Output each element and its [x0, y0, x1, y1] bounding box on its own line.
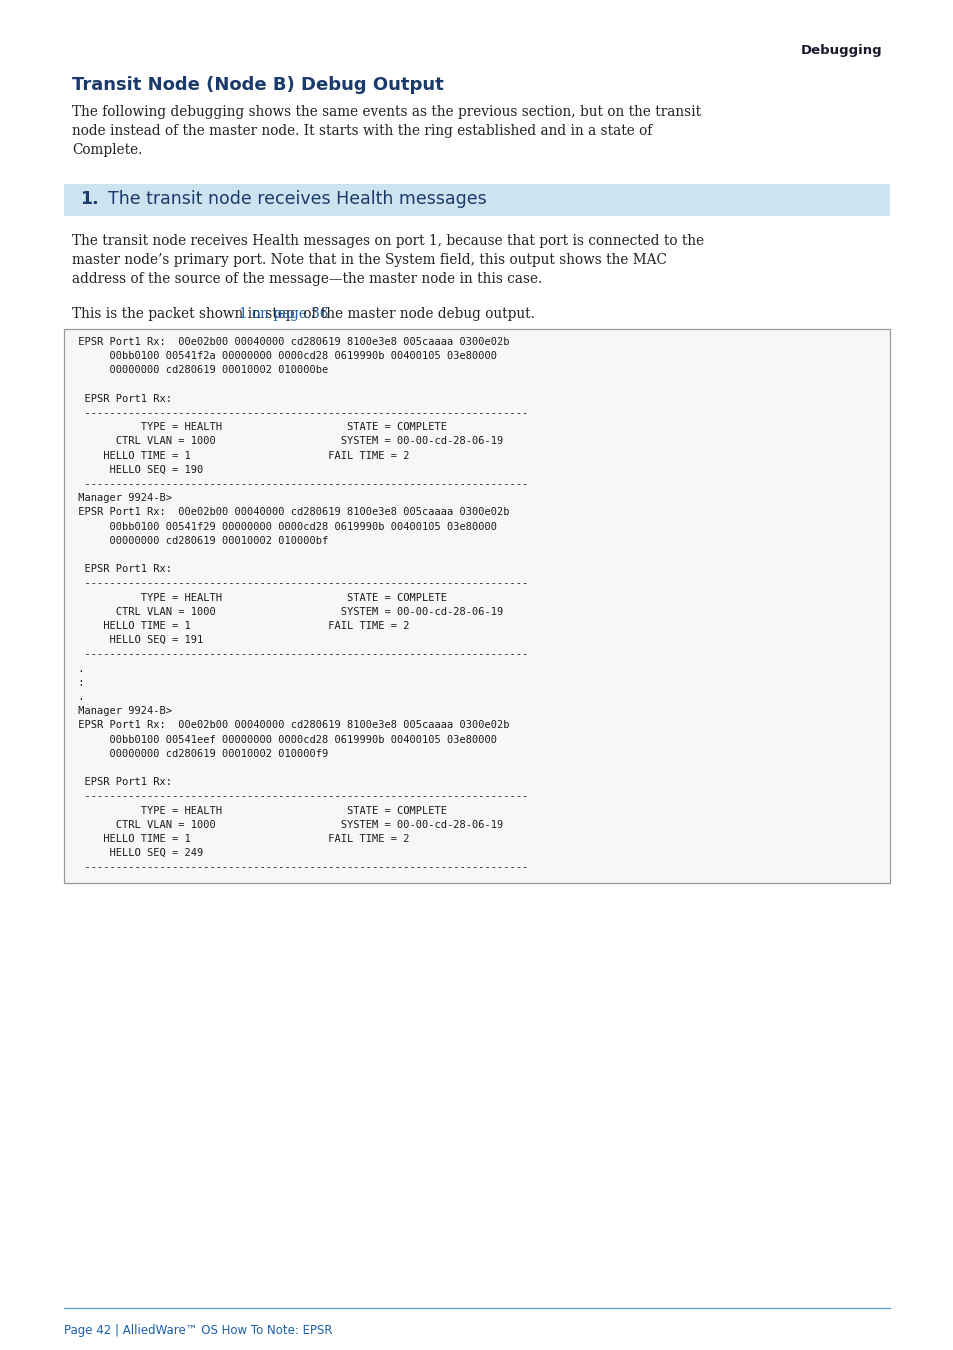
Text: -----------------------------------------------------------------------: ----------------------------------------… [71, 649, 528, 659]
Text: TYPE = HEALTH                    STATE = COMPLETE: TYPE = HEALTH STATE = COMPLETE [71, 593, 447, 602]
Text: Transit Node (Node B) Debug Output: Transit Node (Node B) Debug Output [71, 76, 443, 95]
Text: EPSR Port1 Rx:  00e02b00 00040000 cd280619 8100e3e8 005caaaa 0300e02b: EPSR Port1 Rx: 00e02b00 00040000 cd28061… [71, 508, 509, 517]
Text: HELLO TIME = 1                      FAIL TIME = 2: HELLO TIME = 1 FAIL TIME = 2 [71, 451, 409, 460]
Text: EPSR Port1 Rx:  00e02b00 00040000 cd280619 8100e3e8 005caaaa 0300e02b: EPSR Port1 Rx: 00e02b00 00040000 cd28061… [71, 338, 509, 347]
Text: HELLO SEQ = 191: HELLO SEQ = 191 [71, 636, 203, 645]
Text: 00000000 cd280619 00010002 010000f9: 00000000 cd280619 00010002 010000f9 [71, 749, 328, 759]
Text: master node’s primary port. Note that in the System field, this output shows the: master node’s primary port. Note that in… [71, 252, 666, 267]
Text: HELLO TIME = 1                      FAIL TIME = 2: HELLO TIME = 1 FAIL TIME = 2 [71, 834, 409, 844]
Text: -----------------------------------------------------------------------: ----------------------------------------… [71, 863, 528, 872]
Text: The following debugging shows the same events as the previous section, but on th: The following debugging shows the same e… [71, 105, 700, 119]
Text: The transit node receives Health messages on port 1, because that port is connec: The transit node receives Health message… [71, 234, 703, 248]
Text: 00bb0100 00541eef 00000000 0000cd28 0619990b 00400105 03e80000: 00bb0100 00541eef 00000000 0000cd28 0619… [71, 734, 497, 745]
Text: Debugging: Debugging [800, 45, 882, 57]
Text: CTRL VLAN = 1000                    SYSTEM = 00-00-cd-28-06-19: CTRL VLAN = 1000 SYSTEM = 00-00-cd-28-06… [71, 819, 503, 830]
Text: 1 on page 36: 1 on page 36 [238, 306, 328, 321]
Text: EPSR Port1 Rx:: EPSR Port1 Rx: [71, 564, 172, 574]
Text: :: : [71, 678, 85, 687]
Text: Complete.: Complete. [71, 143, 142, 157]
Text: -----------------------------------------------------------------------: ----------------------------------------… [71, 578, 528, 589]
Text: HELLO SEQ = 190: HELLO SEQ = 190 [71, 464, 203, 475]
Text: -----------------------------------------------------------------------: ----------------------------------------… [71, 479, 528, 489]
FancyBboxPatch shape [64, 184, 889, 216]
Text: EPSR Port1 Rx:: EPSR Port1 Rx: [71, 394, 172, 404]
Text: TYPE = HEALTH                    STATE = COMPLETE: TYPE = HEALTH STATE = COMPLETE [71, 423, 447, 432]
Text: This is the packet shown in step: This is the packet shown in step [71, 306, 298, 321]
Text: The transit node receives Health messages: The transit node receives Health message… [108, 190, 486, 208]
Text: 1.: 1. [80, 190, 98, 208]
Text: CTRL VLAN = 1000                    SYSTEM = 00-00-cd-28-06-19: CTRL VLAN = 1000 SYSTEM = 00-00-cd-28-06… [71, 436, 503, 447]
Text: Manager 9924-B>: Manager 9924-B> [71, 706, 172, 717]
Text: TYPE = HEALTH                    STATE = COMPLETE: TYPE = HEALTH STATE = COMPLETE [71, 806, 447, 815]
Text: .: . [71, 664, 85, 674]
Text: EPSR Port1 Rx:: EPSR Port1 Rx: [71, 778, 172, 787]
Text: Manager 9924-B>: Manager 9924-B> [71, 493, 172, 504]
Text: 00000000 cd280619 00010002 010000bf: 00000000 cd280619 00010002 010000bf [71, 536, 328, 545]
Text: -----------------------------------------------------------------------: ----------------------------------------… [71, 408, 528, 418]
Text: HELLO SEQ = 249: HELLO SEQ = 249 [71, 848, 203, 859]
Text: of the master node debug output.: of the master node debug output. [299, 306, 535, 321]
Text: HELLO TIME = 1                      FAIL TIME = 2: HELLO TIME = 1 FAIL TIME = 2 [71, 621, 409, 630]
Text: address of the source of the message—the master node in this case.: address of the source of the message—the… [71, 271, 541, 286]
Text: 00bb0100 00541f2a 00000000 0000cd28 0619990b 00400105 03e80000: 00bb0100 00541f2a 00000000 0000cd28 0619… [71, 351, 497, 362]
Text: -----------------------------------------------------------------------: ----------------------------------------… [71, 791, 528, 802]
Text: 00bb0100 00541f29 00000000 0000cd28 0619990b 00400105 03e80000: 00bb0100 00541f29 00000000 0000cd28 0619… [71, 521, 497, 532]
Text: Page 42 | AlliedWare™ OS How To Note: EPSR: Page 42 | AlliedWare™ OS How To Note: EP… [64, 1324, 333, 1336]
Text: 00000000 cd280619 00010002 010000be: 00000000 cd280619 00010002 010000be [71, 366, 328, 375]
FancyBboxPatch shape [64, 329, 889, 883]
Text: .: . [71, 693, 85, 702]
Text: node instead of the master node. It starts with the ring established and in a st: node instead of the master node. It star… [71, 124, 652, 138]
Text: CTRL VLAN = 1000                    SYSTEM = 00-00-cd-28-06-19: CTRL VLAN = 1000 SYSTEM = 00-00-cd-28-06… [71, 606, 503, 617]
Text: EPSR Port1 Rx:  00e02b00 00040000 cd280619 8100e3e8 005caaaa 0300e02b: EPSR Port1 Rx: 00e02b00 00040000 cd28061… [71, 721, 509, 730]
